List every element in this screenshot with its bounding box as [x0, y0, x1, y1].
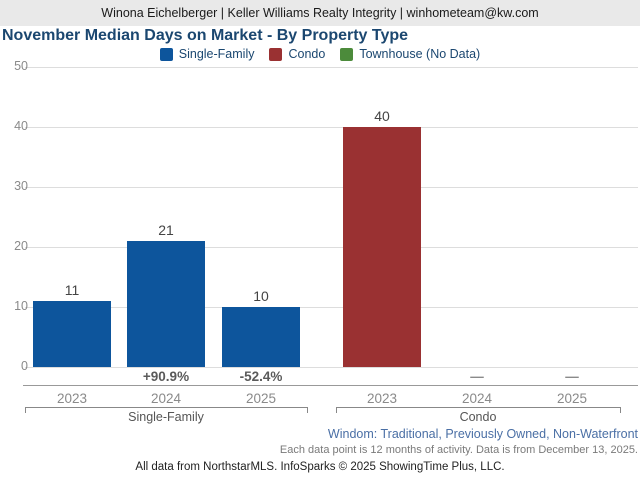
x-axis-label-condo-2023: 2023 [366, 391, 398, 406]
gridline-50 [25, 67, 638, 68]
bar-single-family-2025 [222, 307, 300, 367]
data-note-text: Each data point is 12 months of activity… [279, 444, 638, 456]
group-label-condo: Condo [459, 410, 497, 424]
gridline-0 [25, 367, 638, 368]
legend-label-townhouse: Townhouse (No Data) [359, 47, 481, 61]
group-bracket-condo [336, 407, 620, 408]
value-label-single-family-2023: 11 [64, 282, 80, 298]
chart-legend: Single-Family Condo Townhouse (No Data) [0, 46, 640, 62]
bar-single-family-2024 [127, 241, 205, 367]
contact-header-text: Winona Eichelberger | Keller Williams Re… [101, 6, 539, 20]
x-axis-label-single-family-2023: 2023 [56, 391, 88, 406]
y-axis-tick-0: 0 [21, 359, 28, 373]
filters-text: Windom: Traditional, Previously Owned, N… [327, 427, 638, 441]
gridline-30 [25, 187, 638, 188]
no-data-dash-condo-2025: — [565, 369, 579, 384]
condo-swatch-icon [269, 47, 283, 61]
legend-item-condo: Condo [269, 47, 325, 61]
no-data-dash-condo-2024: — [470, 369, 484, 384]
single-family-swatch-icon [159, 47, 173, 61]
legend-label-single-family: Single-Family [178, 47, 255, 61]
contact-header: Winona Eichelberger | Keller Williams Re… [0, 0, 640, 26]
y-axis-tick-50: 50 [14, 59, 28, 73]
gridline-20 [25, 247, 638, 248]
pct-change-label-single-family-2024: +90.9% [142, 369, 190, 384]
page-title: November Median Days on Market - By Prop… [2, 27, 409, 44]
legend-label-condo: Condo [288, 47, 326, 61]
townhouse-swatch-icon [340, 47, 354, 61]
y-axis-tick-10: 10 [14, 299, 28, 313]
x-axis-label-single-family-2025: 2025 [245, 391, 277, 406]
group-label-single-family: Single-Family [128, 410, 204, 424]
value-label-single-family-2025: 10 [253, 288, 269, 304]
bar-condo-2023 [343, 127, 421, 367]
y-axis-tick-20: 20 [14, 239, 28, 253]
group-bracket-tick-left-condo [336, 407, 337, 413]
x-axis-label-condo-2025: 2025 [556, 391, 588, 406]
x-axis-line [23, 385, 638, 386]
gridline-10 [25, 307, 638, 308]
value-label-condo-2023: 40 [374, 108, 390, 124]
legend-item-townhouse: Townhouse (No Data) [340, 47, 480, 61]
pct-change-label-single-family-2025: -52.4% [239, 369, 283, 384]
legend-item-single-family: Single-Family [159, 47, 255, 61]
group-bracket-tick-right-condo [620, 407, 621, 413]
value-label-single-family-2024: 21 [158, 222, 174, 238]
copyright-text: All data from NorthstarMLS. InfoSparks ©… [135, 461, 505, 473]
group-bracket-tick-left-single-family [25, 407, 26, 413]
bar-single-family-2023 [33, 301, 111, 367]
gridline-40 [25, 127, 638, 128]
x-axis-label-single-family-2024: 2024 [150, 391, 182, 406]
x-axis-label-condo-2024: 2024 [461, 391, 493, 406]
group-bracket-tick-right-single-family [307, 407, 308, 413]
group-bracket-single-family [25, 407, 307, 408]
y-axis-tick-40: 40 [14, 119, 28, 133]
y-axis-tick-30: 30 [14, 179, 28, 193]
